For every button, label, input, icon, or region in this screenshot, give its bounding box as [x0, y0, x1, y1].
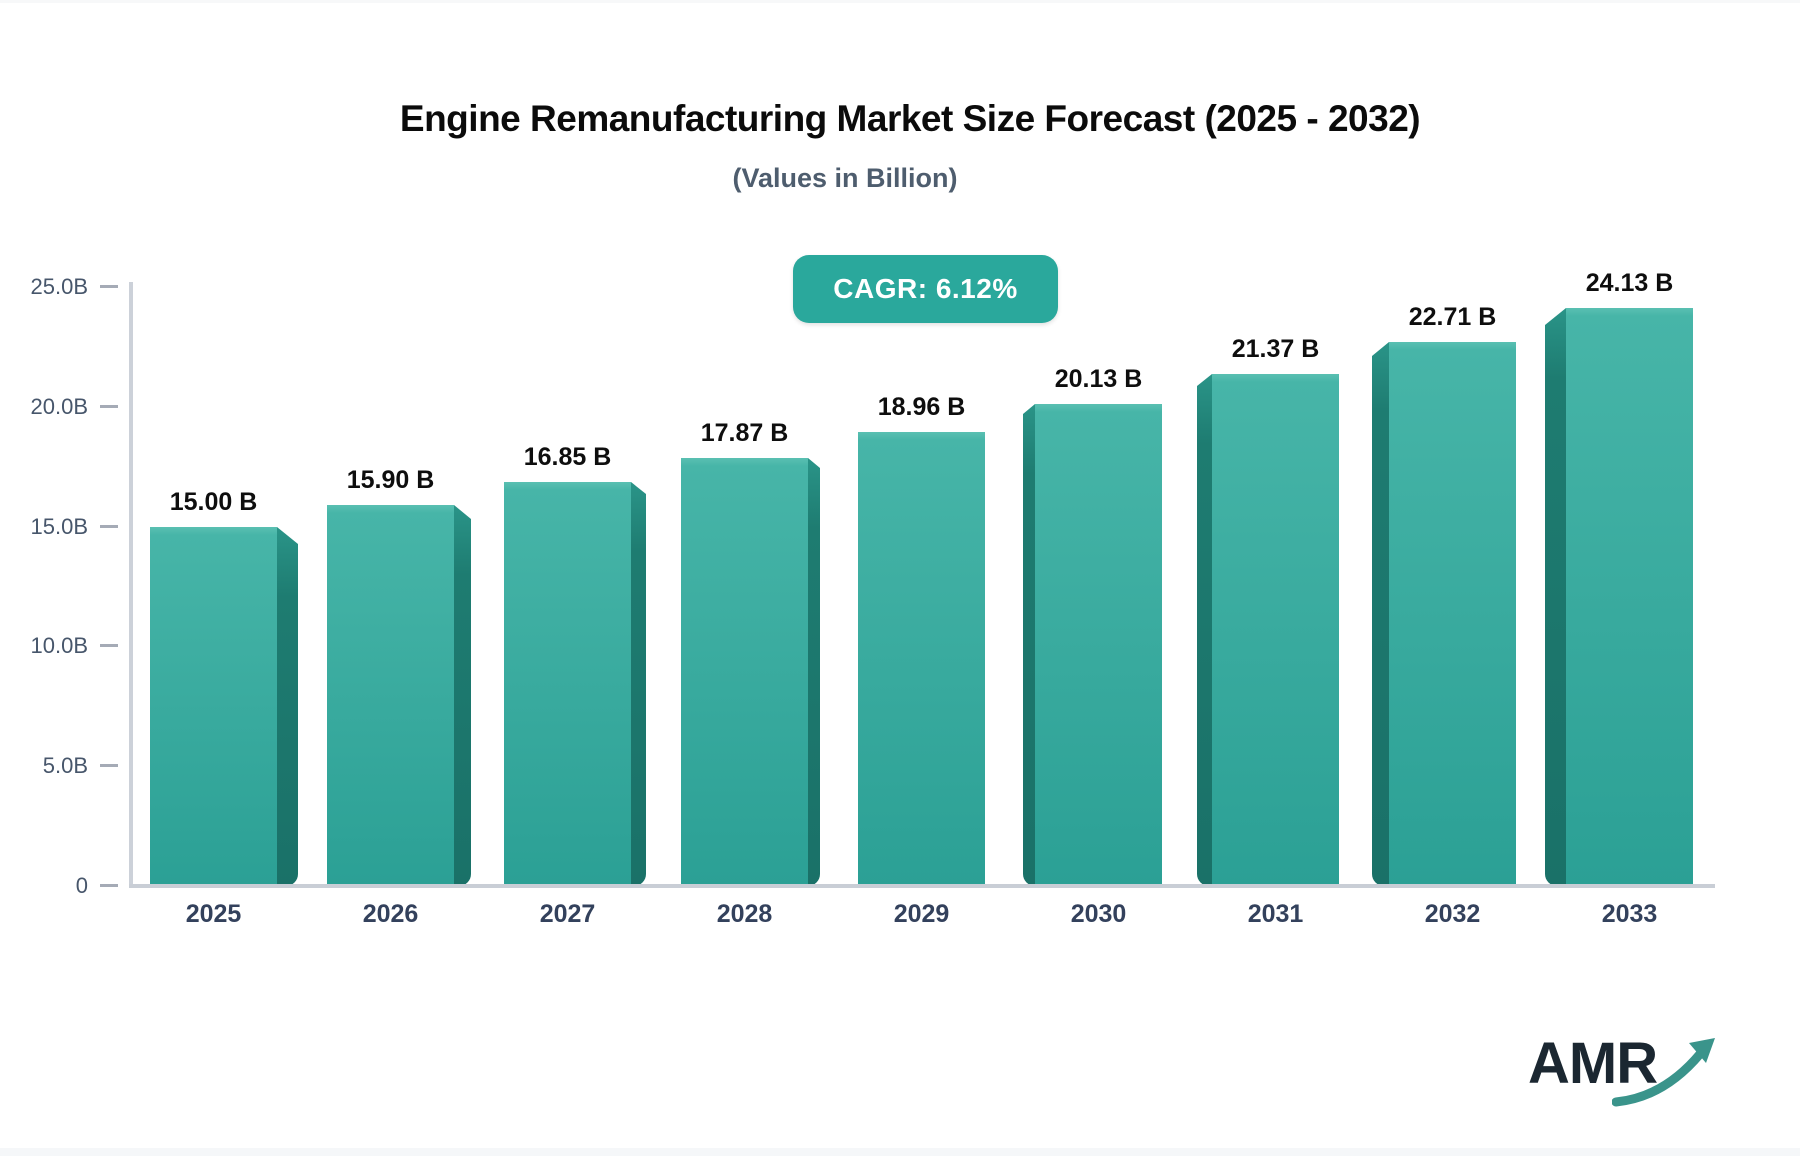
cagr-badge-label: CAGR: 6.12% [833, 273, 1018, 304]
y-tick-label: 25.0B [30, 274, 89, 299]
x-axis-label-2029: 2029 [893, 900, 950, 928]
bar-value-label: 18.96 B [877, 393, 966, 421]
y-tick-label: 20.0B [30, 393, 89, 419]
bar-value-label: 16.85 B [523, 443, 612, 471]
bar-face [1212, 374, 1339, 886]
x-axis-label-2026: 2026 [362, 900, 419, 928]
x-axis-label-2033: 2033 [1601, 900, 1658, 928]
chart-title: Engine Remanufacturing Market Size Forec… [399, 98, 1421, 139]
chart-subtitle: (Values in Billion) [732, 163, 958, 193]
bottom-border-strip [0, 1148, 1800, 1156]
bar-2027 [504, 482, 646, 886]
bar-2029 [858, 432, 985, 886]
bar-value-label: 21.37 B [1231, 335, 1320, 363]
cagr-badge: CAGR: 6.12% [793, 255, 1058, 323]
bar-face [858, 432, 985, 886]
y-tick-label: 15.0B [30, 513, 89, 539]
bar-2032 [1372, 342, 1516, 886]
y-tick-mark [100, 404, 118, 408]
bar-2031 [1197, 374, 1339, 886]
y-tick-mark [100, 644, 118, 648]
bar-2030 [1023, 404, 1162, 886]
bar-3d-side [1545, 308, 1566, 886]
bar-2033 [1545, 308, 1693, 886]
y-tick-mark [100, 524, 118, 528]
bar-face [1389, 342, 1516, 886]
bar-3d-side [1197, 374, 1212, 886]
bar-3d-side [631, 482, 646, 886]
y-tick-mark [100, 764, 118, 768]
top-border-strip [0, 0, 1800, 3]
bar-face [150, 527, 277, 886]
bar-3d-side [1372, 342, 1389, 886]
bar-2026 [327, 505, 471, 886]
x-axis-line [129, 884, 1715, 888]
bar-2025 [150, 527, 298, 886]
y-tick-mark [100, 285, 118, 288]
bar-value-label: 20.13 B [1054, 365, 1143, 393]
bar-face [681, 458, 808, 886]
logo-growth-arrow-icon [1612, 1038, 1715, 1107]
bar-3d-side [454, 505, 471, 886]
bar-value-label: 24.13 B [1585, 269, 1674, 297]
x-axis-label-2032: 2032 [1424, 900, 1481, 928]
bar-value-label: 15.90 B [346, 466, 435, 494]
bar-value-label: 17.87 B [700, 419, 789, 447]
bar-3d-side [277, 527, 298, 886]
bar-2028 [681, 458, 820, 886]
bar-3d-side [808, 458, 820, 886]
bar-3d-side [1023, 404, 1035, 886]
x-axis-label-2031: 2031 [1247, 900, 1304, 928]
bar-face [504, 482, 631, 886]
x-axis-label-2028: 2028 [716, 900, 773, 928]
x-axis-label-2027: 2027 [539, 900, 596, 928]
y-tick-label: 5.0B [42, 753, 88, 779]
x-axis-label-2025: 2025 [185, 900, 242, 928]
amr-logo-text: AMR [1528, 1031, 1658, 1096]
y-tick-label: 10.0B [30, 633, 89, 659]
x-axis-label-2030: 2030 [1070, 900, 1127, 928]
bar-face [327, 505, 454, 886]
y-tick-label: 0 [75, 873, 88, 898]
bar-face [1566, 308, 1693, 886]
amr-logo: AMR [1528, 1030, 1728, 1114]
y-axis-line [129, 282, 133, 888]
bar-value-label: 22.71 B [1408, 303, 1497, 331]
bar-face [1035, 404, 1162, 886]
bar-value-label: 15.00 B [169, 488, 258, 516]
y-tick-mark [100, 884, 118, 887]
